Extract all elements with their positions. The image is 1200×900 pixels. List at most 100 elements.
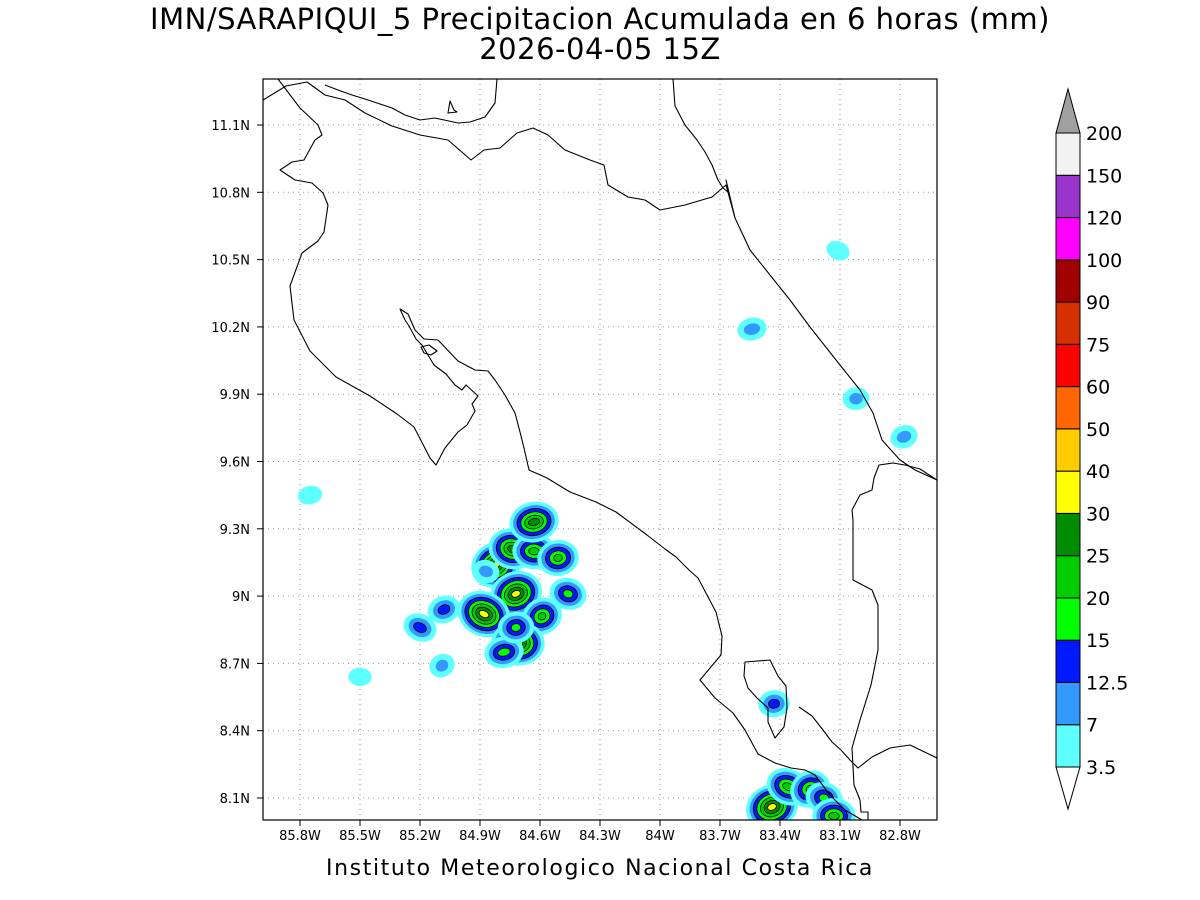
colorbar-swatch bbox=[1055, 681, 1081, 726]
coastline bbox=[263, 79, 937, 820]
lon-tick-label: 83.7W bbox=[699, 829, 741, 844]
latitude-tick-labels: 11.1N 10.8N 10.5N 10.2N 9.9N 9.6N 9.3N 9N 8.7N 8.… bbox=[211, 119, 263, 807]
colorbar-level-label: 15 bbox=[1086, 630, 1110, 652]
colorbar-level-label: 120 bbox=[1086, 208, 1122, 230]
lat-tick-label: 8.4N bbox=[220, 725, 250, 740]
precip-cell bbox=[472, 559, 500, 584]
colorbar-swatch bbox=[1055, 217, 1081, 261]
colorbar-swatch bbox=[1055, 597, 1081, 641]
precip-cell bbox=[737, 317, 767, 341]
precip-cell bbox=[758, 690, 790, 718]
precip-contour-30 bbox=[478, 610, 490, 619]
coastline-gulf-east bbox=[798, 706, 937, 769]
footer-credit: Instituto Meteorologico Nacional Costa R… bbox=[326, 856, 874, 881]
colorbar-swatch bbox=[1055, 555, 1081, 599]
precipitation-field bbox=[297, 240, 918, 820]
precip-contour-7 bbox=[849, 392, 863, 405]
precip-cell bbox=[297, 485, 323, 505]
map-subtitle-timestamp: 2026-04-05 15Z bbox=[479, 32, 721, 66]
map-title: IMN/SARAPIQUI_5 Precipitacion Acumulada … bbox=[150, 2, 1050, 36]
lon-tick-label: 84.3W bbox=[579, 829, 621, 844]
precip-contour-30 bbox=[511, 590, 521, 598]
coastline-caribbean bbox=[263, 81, 937, 481]
precip-cell bbox=[457, 590, 511, 638]
precip-contour-15 bbox=[562, 589, 574, 599]
lon-tick-label: 84W bbox=[645, 829, 675, 844]
precip-contour-12_5 bbox=[768, 698, 780, 709]
lat-tick-label: 10.2N bbox=[211, 321, 250, 336]
precip-cell bbox=[348, 667, 372, 687]
colorbar-level-label: 60 bbox=[1086, 377, 1110, 399]
precip-cell bbox=[812, 797, 856, 820]
precip-cell bbox=[890, 425, 918, 449]
colorbar-swatch bbox=[1055, 174, 1081, 219]
colorbar-level-label: 150 bbox=[1086, 165, 1122, 187]
longitude-tick-labels: 85.8W 85.5W 85.2W 84.9W 84.6W 84.3W 84W 83.7W 83… bbox=[279, 820, 921, 844]
lat-tick-label: 8.7N bbox=[220, 657, 250, 672]
precip-contour-7 bbox=[896, 430, 912, 443]
colorbar-level-label: 50 bbox=[1086, 419, 1110, 441]
precip-contour-30 bbox=[767, 803, 777, 811]
coastline-north bbox=[277, 79, 863, 820]
precip-contour-20 bbox=[553, 553, 563, 562]
colorbar-swatch bbox=[1055, 343, 1081, 388]
precip-contour-15 bbox=[510, 623, 522, 632]
lat-tick-label: 10.8N bbox=[211, 186, 250, 201]
colorbar-level-label: 100 bbox=[1086, 250, 1122, 272]
precip-contour-20 bbox=[537, 612, 547, 621]
coastline-nicaragua-east bbox=[672, 79, 736, 219]
colorbar-swatch bbox=[1055, 724, 1081, 768]
lat-tick-label: 9.6N bbox=[220, 456, 250, 471]
lon-tick-label: 84.6W bbox=[519, 829, 561, 844]
lon-tick-label: 82.8W bbox=[879, 829, 921, 844]
lat-tick-label: 9.9N bbox=[220, 388, 250, 403]
colorbar-swatch bbox=[1055, 470, 1081, 514]
colorbar-level-label: 3.5 bbox=[1086, 757, 1116, 779]
precip-cell bbox=[497, 611, 535, 644]
graticule bbox=[263, 79, 937, 820]
precip-cell bbox=[509, 501, 559, 543]
lat-tick-label: 11.1N bbox=[211, 119, 250, 134]
island bbox=[447, 100, 458, 114]
precip-contour-7 bbox=[435, 659, 449, 672]
lon-tick-label: 85.5W bbox=[339, 829, 381, 844]
coastline-panama-border bbox=[851, 462, 937, 820]
precip-contour-15 bbox=[497, 647, 511, 657]
precip-cell bbox=[826, 240, 850, 261]
precip-contour-12_5 bbox=[437, 604, 451, 615]
colorbar-over-triangle bbox=[1055, 87, 1081, 134]
colorbar-level-label: 90 bbox=[1086, 292, 1110, 314]
precip-contour-25 bbox=[528, 518, 540, 526]
precip-cell bbox=[403, 613, 437, 642]
coastline-osa bbox=[743, 659, 788, 739]
colorbar-swatch bbox=[1055, 301, 1081, 345]
precip-cell bbox=[537, 539, 579, 577]
colorbar-swatch bbox=[1055, 428, 1081, 472]
colorbar-level-label: 20 bbox=[1086, 588, 1110, 610]
colorbar-level-label: 200 bbox=[1086, 123, 1122, 145]
precip-contour-7 bbox=[478, 565, 494, 578]
precip-cell bbox=[549, 577, 587, 610]
colorbar-level-label: 75 bbox=[1086, 334, 1110, 356]
colorbar-swatch bbox=[1055, 386, 1081, 430]
precip-contour-3_5 bbox=[297, 485, 323, 505]
colorbar-swatch bbox=[1055, 639, 1081, 683]
lon-tick-label: 83.1W bbox=[819, 829, 861, 844]
precip-contour-12_5 bbox=[413, 622, 427, 633]
lat-tick-label: 9.3N bbox=[220, 523, 250, 538]
precip-cell bbox=[484, 636, 524, 669]
lon-tick-label: 84.9W bbox=[459, 829, 501, 844]
precip-contour-20 bbox=[828, 811, 840, 820]
colorbar-level-label: 7 bbox=[1086, 715, 1098, 737]
precip-cell bbox=[427, 595, 461, 624]
lake-islet bbox=[420, 344, 438, 356]
colorbar-level-label: 12.5 bbox=[1086, 672, 1128, 694]
coastline-nicaragua-lake-edge bbox=[324, 79, 498, 124]
colorbar-swatch bbox=[1055, 132, 1081, 176]
precip-contour-20 bbox=[528, 547, 540, 556]
colorbar-level-label: 25 bbox=[1086, 546, 1110, 568]
precip-contour-3_5 bbox=[348, 667, 372, 687]
lat-tick-label: 10.5N bbox=[211, 254, 250, 269]
precip-contour-3_5 bbox=[826, 240, 850, 261]
